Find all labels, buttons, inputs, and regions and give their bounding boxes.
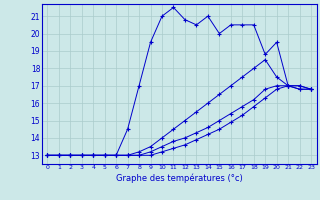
X-axis label: Graphe des températures (°c): Graphe des températures (°c) bbox=[116, 173, 243, 183]
